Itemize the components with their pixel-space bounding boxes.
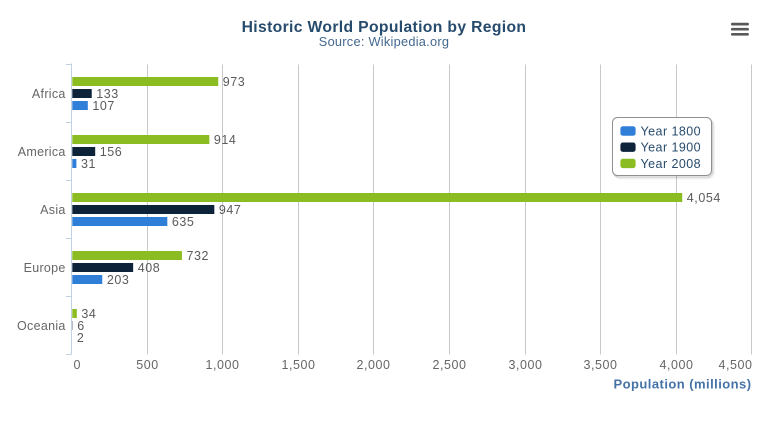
svg-text:2: 2 — [77, 331, 85, 345]
svg-text:732: 732 — [187, 249, 210, 263]
svg-text:Population (millions): Population (millions) — [614, 377, 752, 392]
svg-text:203: 203 — [107, 273, 130, 287]
svg-text:4,054: 4,054 — [687, 191, 721, 205]
svg-text:4,000: 4,000 — [659, 358, 693, 372]
svg-text:635: 635 — [172, 215, 195, 229]
svg-text:America: America — [18, 145, 66, 159]
svg-text:914: 914 — [214, 133, 237, 147]
svg-text:Year 1800: Year 1800 — [641, 124, 702, 138]
svg-text:Africa: Africa — [32, 87, 66, 101]
svg-text:Year 1900: Year 1900 — [641, 141, 702, 155]
svg-text:2,500: 2,500 — [432, 358, 466, 372]
svg-text:500: 500 — [136, 358, 159, 372]
svg-text:2,000: 2,000 — [356, 358, 390, 372]
svg-text:3,000: 3,000 — [508, 358, 542, 372]
svg-text:Source: Wikipedia.org: Source: Wikipedia.org — [319, 34, 449, 49]
svg-text:Europe: Europe — [24, 261, 66, 275]
svg-text:107: 107 — [92, 99, 115, 113]
svg-text:973: 973 — [223, 75, 246, 89]
svg-text:947: 947 — [219, 203, 242, 217]
svg-text:1,500: 1,500 — [281, 358, 315, 372]
svg-text:408: 408 — [138, 261, 161, 275]
svg-text:31: 31 — [81, 157, 96, 171]
svg-text:156: 156 — [100, 145, 123, 159]
svg-text:Oceania: Oceania — [17, 319, 66, 333]
svg-text:1,000: 1,000 — [205, 358, 239, 372]
svg-text:4,500: 4,500 — [718, 358, 752, 372]
svg-text:Year 2008: Year 2008 — [641, 157, 702, 171]
svg-text:0: 0 — [73, 358, 81, 372]
svg-text:Asia: Asia — [40, 203, 66, 217]
svg-text:3,500: 3,500 — [583, 358, 617, 372]
